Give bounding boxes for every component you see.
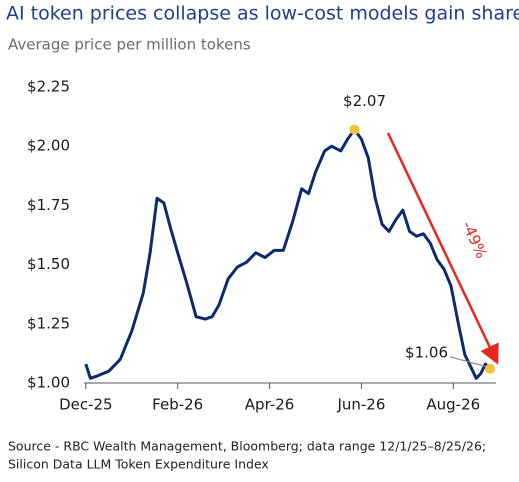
y-tick-label: $1.50 xyxy=(27,255,70,273)
point-label: $2.07 xyxy=(343,92,386,110)
x-tick-label: Dec-25 xyxy=(59,396,113,414)
y-tick-label: $1.25 xyxy=(27,314,70,332)
source-note: Silicon Data LLM Token Expenditure Index xyxy=(8,457,269,472)
trend-arrow xyxy=(386,132,499,365)
x-tick-label: Apr-26 xyxy=(245,396,295,414)
x-tick-label: Jun-26 xyxy=(336,396,385,414)
source-note: Source - RBC Wealth Management, Bloomber… xyxy=(8,439,486,454)
y-tick-label: $1.75 xyxy=(27,196,70,214)
point-label: $1.06 xyxy=(405,343,448,361)
y-tick-label: $1.00 xyxy=(27,374,70,392)
trend-label: -49% xyxy=(458,218,490,261)
y-tick-label: $2.25 xyxy=(27,78,70,96)
chart-subtitle: Average price per million tokens xyxy=(8,36,251,54)
price-line xyxy=(84,128,492,380)
leader-line xyxy=(449,356,488,368)
x-tick-label: Feb-26 xyxy=(152,396,203,414)
y-tick-label: $2.00 xyxy=(27,137,70,155)
highlight-point xyxy=(485,363,496,374)
chart-title: AI token prices collapse as low-cost mod… xyxy=(6,3,519,25)
highlight-point xyxy=(349,124,360,135)
x-tick-label: Aug-26 xyxy=(426,396,480,414)
